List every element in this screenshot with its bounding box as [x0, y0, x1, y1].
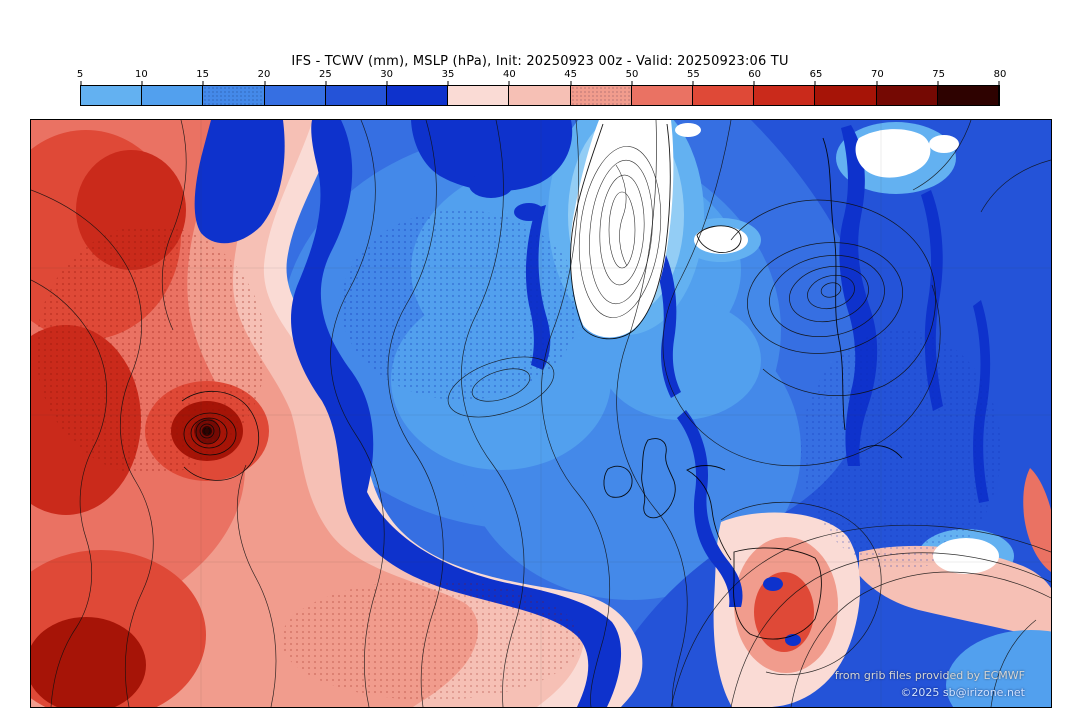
colorbar-tick-label: 60 — [748, 69, 762, 80]
colorbar-tick-label: 5 — [76, 69, 84, 80]
colorbar-tick-label: 40 — [502, 69, 516, 80]
hurricane-contours — [181, 390, 260, 481]
colorbar-cell — [876, 86, 938, 105]
graticule — [31, 120, 1051, 707]
ireland-coast — [603, 465, 633, 498]
colorbar-tick-label: 25 — [318, 69, 332, 80]
map-svg — [31, 120, 1051, 707]
colorbar-tick-label: 50 — [625, 69, 639, 80]
colorbar-tick-mark — [80, 81, 82, 85]
colorbar-tick-mark — [937, 81, 939, 85]
colorbar-cell — [264, 86, 326, 105]
greenland-contours — [578, 146, 662, 318]
france-coast — [686, 465, 732, 561]
colorbar-cell — [815, 86, 877, 105]
credit-copyright: ©2025 sb@irizone.net — [900, 685, 1025, 699]
stipple-overlays — [36, 210, 1001, 700]
map-title: IFS - TCWV (mm), MSLP (hPa), Init: 20250… — [291, 54, 789, 69]
colorbar-tick-mark — [325, 81, 327, 85]
colorbar-tick-mark — [998, 81, 1000, 85]
colorbar-bar — [80, 81, 1000, 106]
colorbar-cell — [142, 86, 204, 105]
colorbar-tick-label: 65 — [809, 69, 823, 80]
britain-coast — [641, 438, 676, 519]
iberia-coast — [733, 547, 822, 640]
colorbar-cell — [754, 86, 816, 105]
colorbar-tick-mark — [202, 81, 204, 85]
colorbar-tick-mark — [508, 81, 510, 85]
coastlines — [570, 123, 903, 640]
colorbar-tick-mark — [141, 81, 143, 85]
iceland-coast — [696, 225, 742, 253]
colorbar-tick-label: 20 — [257, 69, 271, 80]
colorbar-tick-label: 45 — [564, 69, 578, 80]
colorbar-cell — [631, 86, 694, 105]
colorbar-tick-mark — [386, 81, 388, 85]
iceland-white — [694, 226, 748, 254]
colorbar-tick-label: 10 — [134, 69, 148, 80]
norway-coast — [822, 137, 846, 431]
colorbar-tick-mark — [264, 81, 266, 85]
colorbar-cell — [203, 86, 265, 105]
colorbar-tick-mark — [814, 81, 816, 85]
colorbar-cell — [937, 86, 1000, 105]
credit-source: from grib files provided by ECMWF — [834, 668, 1025, 682]
colorbar-tick-mark — [876, 81, 878, 85]
mslp-isobars — [31, 120, 1051, 707]
colorbar-tick-mark — [753, 81, 755, 85]
greenland-white — [570, 120, 674, 338]
colorbar-tick-label: 55 — [686, 69, 700, 80]
colorbar-tick-label: 75 — [932, 69, 946, 80]
weather-map: from grib files provided by ECMWF ©2025 … — [30, 119, 1052, 708]
colorbar-cell — [81, 86, 143, 105]
colorbar-cell — [693, 86, 755, 105]
colorbar-tick-mark — [631, 81, 633, 85]
colorbar-cell — [570, 86, 632, 105]
colorbar-tick-mark — [692, 81, 694, 85]
colorbar-tick-label: 70 — [870, 69, 884, 80]
map-credits: from grib files provided by ECMWF ©2025 … — [835, 667, 1025, 701]
colorbar-cell — [448, 86, 510, 105]
colorbar-tick-label: 35 — [441, 69, 455, 80]
colorbar-cell — [387, 86, 449, 105]
bottom-right-light-blue — [946, 630, 1051, 707]
colorbar-tick-label: 30 — [380, 69, 394, 80]
colorbar-ticks: 5 10 15 20 25 30 35 40 45 50 55 60 65 70 75 80 — [76, 69, 1007, 82]
colorbar-cell — [325, 86, 388, 105]
colorbar-tick-label: 15 — [196, 69, 210, 80]
colorbar-tick-label: 80 — [993, 69, 1007, 80]
colorbar-cell — [509, 86, 571, 105]
colorbar-tick-mark — [570, 81, 572, 85]
colorbar-tick-mark — [447, 81, 449, 85]
